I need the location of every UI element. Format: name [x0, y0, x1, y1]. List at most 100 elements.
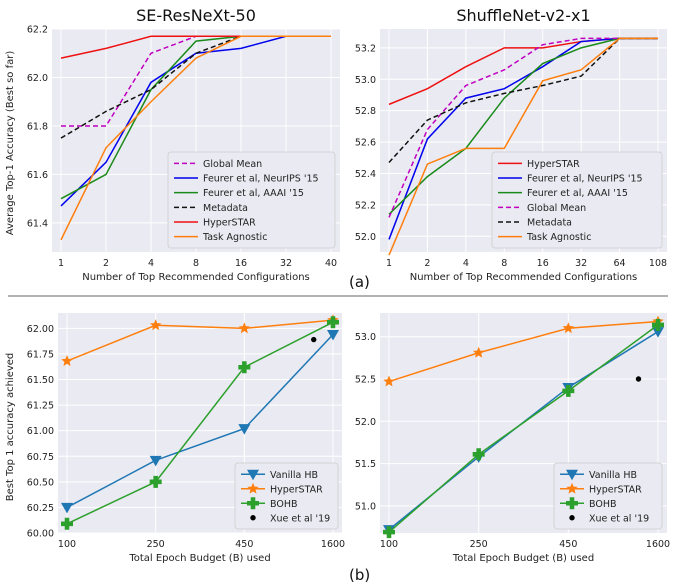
y-tick-label: 60.75: [27, 452, 54, 463]
x-tick-label: 32: [575, 258, 587, 269]
data-point: [635, 376, 642, 382]
legend-label: BOHB: [270, 499, 298, 510]
x-tick-label: 2: [103, 258, 109, 269]
series-bohb: [61, 316, 339, 530]
legend-label: HyperSTAR: [203, 218, 256, 229]
x-tick-label: 1: [58, 258, 64, 269]
legend-marker: [247, 497, 259, 510]
x-axis-label: Total Epoch Budget (B) used: [452, 553, 594, 564]
chart-shufflenet: 1 2 4 8 16 32 64 108 52.0 52.2 52.4 52.6 52.8 53.0 53.…: [355, 6, 667, 283]
legend-label: Feurer et al, AAAI '15: [527, 188, 628, 199]
data-point: [327, 329, 339, 341]
chart-budget-shufflenet: 100 250 450 1600 51.0 51.5 52.0 52.5 53.0 Total E…: [355, 313, 670, 564]
x-tick-label: 40: [325, 258, 337, 269]
legend-marker: [247, 469, 259, 481]
y-tick-label: 62.00: [27, 324, 54, 335]
data-point: [327, 316, 339, 329]
x-tick-label: 4: [463, 258, 469, 269]
y-tick-label: 60.00: [27, 529, 54, 540]
x-axis-label: Total Epoch Budget (B) used: [128, 553, 270, 564]
series-line: [66, 321, 334, 525]
legend-label: Global Mean: [527, 203, 586, 214]
data-point: [238, 361, 251, 374]
legend-marker: [569, 515, 575, 521]
x-tick-label: 2: [424, 258, 430, 269]
data-point: [383, 526, 395, 539]
series-line: [388, 324, 659, 533]
x-tick-label: 450: [559, 539, 577, 550]
legend-item: Vanilla HB: [560, 469, 637, 481]
y-tick-label: 52.6: [355, 138, 376, 149]
data-point: [472, 346, 485, 358]
legend-label: Metadata: [203, 203, 248, 214]
x-tick-label: 100: [380, 539, 398, 550]
y-tick-label: 61.75: [27, 349, 54, 360]
series-line: [388, 320, 659, 383]
x-tick-label: 100: [58, 539, 76, 550]
legend-label: Global Mean: [203, 159, 262, 170]
legend-label: Feurer et al, NeurIPS '15: [203, 174, 319, 185]
data-point: [238, 424, 251, 435]
data-point: [61, 355, 73, 366]
legend: Global Mean Feurer et al, NeurIPS '15 Feur…: [167, 151, 336, 249]
legend-item: HyperSTAR: [241, 482, 323, 495]
x-tick-label: 64: [614, 258, 626, 269]
panel-label-a: (a): [349, 273, 370, 291]
series-global-mean: [388, 37, 658, 218]
legend-item: HyperSTAR: [498, 159, 580, 170]
legend: Vanilla HB HyperSTAR BOHB Xue et al '19: [553, 462, 663, 530]
y-tick-label: 60.25: [27, 503, 54, 514]
series-line: [66, 319, 334, 362]
series-line: [60, 35, 331, 139]
series-line: [388, 37, 658, 218]
x-tick-label: 16: [537, 258, 549, 269]
chart-title: SE-ResNeXt-50: [136, 6, 256, 25]
legend-label: BOHB: [589, 499, 617, 510]
data-point: [149, 455, 162, 467]
data-point: [149, 475, 162, 488]
data-point: [238, 322, 251, 334]
chart-budget-se-resnext: 100 250 450 1600 60.00 60.25 60.50 60.75 61.00 61…: [27, 313, 345, 564]
legend-item: Task Agnostic: [174, 232, 267, 243]
x-tick-label: 4: [148, 258, 154, 269]
chart-title: ShuffleNet-v2-x1: [456, 6, 590, 25]
legend-label: Xue et al '19: [270, 513, 330, 524]
y-tick-label: 53.0: [355, 75, 376, 86]
data-point: [311, 336, 317, 343]
series-line: [60, 35, 331, 241]
legend-item: Global Mean: [498, 203, 586, 214]
y-tick-label: 61.25: [27, 401, 54, 412]
legend-item: Metadata: [174, 203, 248, 214]
data-point: [652, 327, 664, 338]
series-line: [388, 37, 658, 163]
x-axis-label: Number of Top Recommended Configurations: [82, 272, 310, 283]
legend-item: Metadata: [498, 218, 572, 229]
data-point: [61, 517, 73, 530]
y-tick-label: 52.4: [355, 169, 376, 180]
legend-item: HyperSTAR: [174, 218, 256, 229]
legend-label: Metadata: [527, 218, 572, 229]
series-line: [66, 333, 334, 509]
series-xue-et-al-19: [635, 376, 642, 382]
y-tick-label: 61.6: [27, 170, 48, 181]
x-tick-label: 1600: [646, 539, 670, 550]
series-xue-et-al-19: [311, 336, 317, 343]
y-tick-label: 53.2: [355, 43, 376, 54]
x-axis-label: Number of Top Recommended Configurations: [410, 272, 638, 283]
y-axis-label-bottom: Best Top 1 accuracy achieved: [5, 353, 16, 502]
legend-label: HyperSTAR: [527, 159, 580, 170]
legend-label: HyperSTAR: [589, 484, 642, 495]
data-point: [61, 502, 73, 514]
legend-item: Task Agnostic: [498, 232, 591, 243]
legend-item: Feurer et al, AAAI '15: [498, 188, 628, 199]
y-tick-label: 60.50: [27, 477, 54, 488]
y-tick-label: 61.8: [27, 121, 48, 132]
legend-label: Xue et al '19: [589, 513, 649, 524]
chart-se-resnext: 1 2 4 8 16 32 40 61.4 61.6 61.8 62.0 62.2 SE-ResNeXt…: [27, 6, 340, 283]
legend-item: Xue et al '19: [569, 513, 649, 524]
legend-item: BOHB: [560, 497, 617, 510]
data-point: [472, 448, 485, 461]
data-point: [562, 322, 575, 334]
legend-marker: [247, 482, 259, 494]
